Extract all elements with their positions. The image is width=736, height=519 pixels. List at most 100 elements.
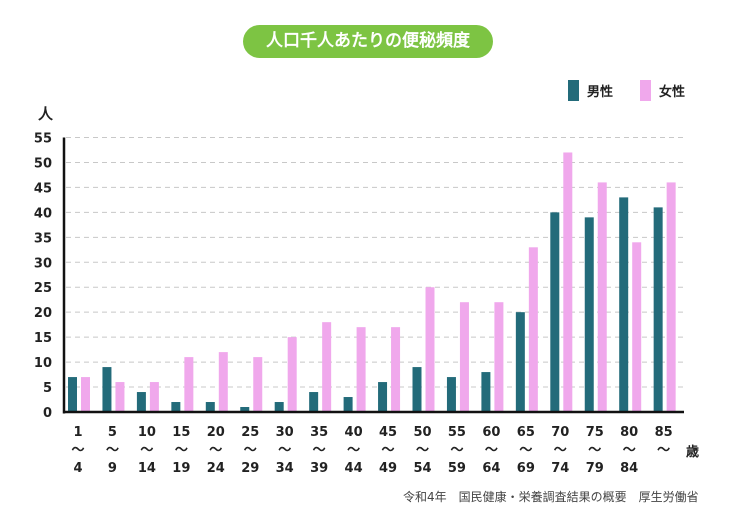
bar-male [309, 392, 319, 412]
bar-female [563, 152, 573, 413]
x-tick-range-mark: ～ [140, 443, 153, 458]
x-tick-label-end: 49 [379, 461, 397, 476]
legend-label-female: 女性 [659, 85, 686, 100]
x-tick-label-start: 40 [345, 425, 363, 440]
source-note: 令和4年 国民健康・栄養調査結果の概要 厚生労働省 [403, 490, 699, 504]
x-tick-range-mark: ～ [657, 443, 670, 458]
x-tick-range-mark: ～ [71, 443, 84, 458]
x-tick-label-start: 55 [448, 425, 466, 440]
x-tick-range-mark: ～ [450, 443, 463, 458]
legend-label-male: 男性 [587, 85, 614, 100]
x-tick-label-start: 60 [482, 425, 500, 440]
x-tick-label-start: 15 [172, 425, 190, 440]
x-tick-label-start: 20 [207, 425, 225, 440]
bar-male [378, 382, 388, 412]
x-tick-label-end: 69 [517, 461, 535, 476]
x-tick-range-mark: ～ [209, 443, 222, 458]
y-tick-label: 5 [43, 381, 52, 396]
x-tick-label-end: 54 [413, 461, 431, 476]
legend-male: 男性 [568, 80, 613, 101]
x-tick-label-end: 59 [448, 461, 466, 476]
x-tick-label-end: 39 [310, 461, 328, 476]
x-tick-label-start: 45 [379, 425, 397, 440]
x-tick-range-mark: ～ [244, 443, 257, 458]
x-tick-label-end: 44 [345, 461, 363, 476]
x-tick-label-start: 1 [73, 425, 82, 440]
bar-female [494, 302, 504, 412]
x-tick-range-mark: ～ [416, 443, 429, 458]
legend-female: 女性 [640, 80, 685, 101]
x-tick-label-start: 30 [276, 425, 294, 440]
bar-female [322, 322, 332, 412]
bar-female [459, 302, 469, 412]
x-tick-label-end: 74 [551, 461, 569, 476]
bar-male [584, 217, 594, 412]
bar-male [550, 212, 560, 412]
bar-female [253, 357, 263, 412]
bar-female [356, 327, 366, 412]
bar-male [481, 372, 491, 412]
x-axis-label: 歳 [686, 445, 700, 460]
bar-female [81, 377, 90, 412]
bar-male [102, 367, 112, 412]
bar-male [515, 312, 525, 412]
x-tick-label-end: 79 [586, 461, 604, 476]
bar-female [391, 327, 401, 412]
bar-male [343, 397, 353, 412]
x-tick-label-start: 85 [655, 425, 673, 440]
x-tick-label-end: 9 [108, 461, 117, 476]
y-tick-label: 10 [34, 356, 52, 371]
bar-male [68, 377, 77, 412]
bar-female [597, 182, 607, 412]
legend-swatch-male [568, 80, 579, 101]
bar-female [666, 182, 676, 412]
x-tick-range-mark: ～ [382, 443, 395, 458]
y-tick-label: 20 [34, 306, 52, 321]
x-tick-range-mark: ～ [623, 443, 636, 458]
x-tick-label-end: 14 [138, 461, 156, 476]
bar-male [240, 407, 250, 412]
x-tick-label-start: 5 [108, 425, 117, 440]
y-tick-label: 35 [34, 231, 52, 246]
x-tick-range-mark: ～ [519, 443, 532, 458]
bar-male [205, 402, 215, 412]
bar-female [425, 287, 435, 412]
bar-male [619, 197, 629, 412]
bar-male [446, 377, 456, 412]
bar-male [136, 392, 146, 412]
bar-female [149, 382, 159, 412]
y-tick-label: 0 [43, 406, 52, 421]
x-tick-label-end: 64 [482, 461, 500, 476]
bar-male [274, 402, 284, 412]
bar-female [184, 357, 194, 412]
bar-male [171, 402, 181, 412]
x-tick-range-mark: ～ [588, 443, 601, 458]
bar-female [115, 382, 125, 412]
bar-male [653, 207, 663, 412]
x-tick-range-mark: ～ [485, 443, 498, 458]
x-tick-range-mark: ～ [313, 443, 326, 458]
x-tick-label-start: 70 [551, 425, 569, 440]
x-tick-label-start: 35 [310, 425, 328, 440]
y-axis-label: 人 [38, 105, 54, 123]
x-tick-label-end: 29 [241, 461, 259, 476]
x-tick-label-start: 10 [138, 425, 156, 440]
bar-male [412, 367, 422, 412]
y-tick-label: 50 [34, 156, 52, 171]
x-tick-label-end: 84 [620, 461, 638, 476]
y-tick-label: 40 [34, 206, 52, 221]
x-tick-label-start: 65 [517, 425, 535, 440]
bar-female [632, 242, 642, 412]
legend-swatch-female [640, 80, 651, 101]
bar-female [218, 352, 228, 412]
x-tick-label-start: 75 [586, 425, 604, 440]
chart-title: 人口千人あたりの便秘頻度 [243, 25, 493, 58]
x-tick-label-end: 34 [276, 461, 294, 476]
y-tick-label: 30 [34, 256, 52, 271]
x-tick-range-mark: ～ [554, 443, 567, 458]
x-tick-label-end: 19 [172, 461, 190, 476]
bar-female [287, 337, 297, 412]
x-tick-range-mark: ～ [175, 443, 188, 458]
x-tick-label-end: 24 [207, 461, 225, 476]
